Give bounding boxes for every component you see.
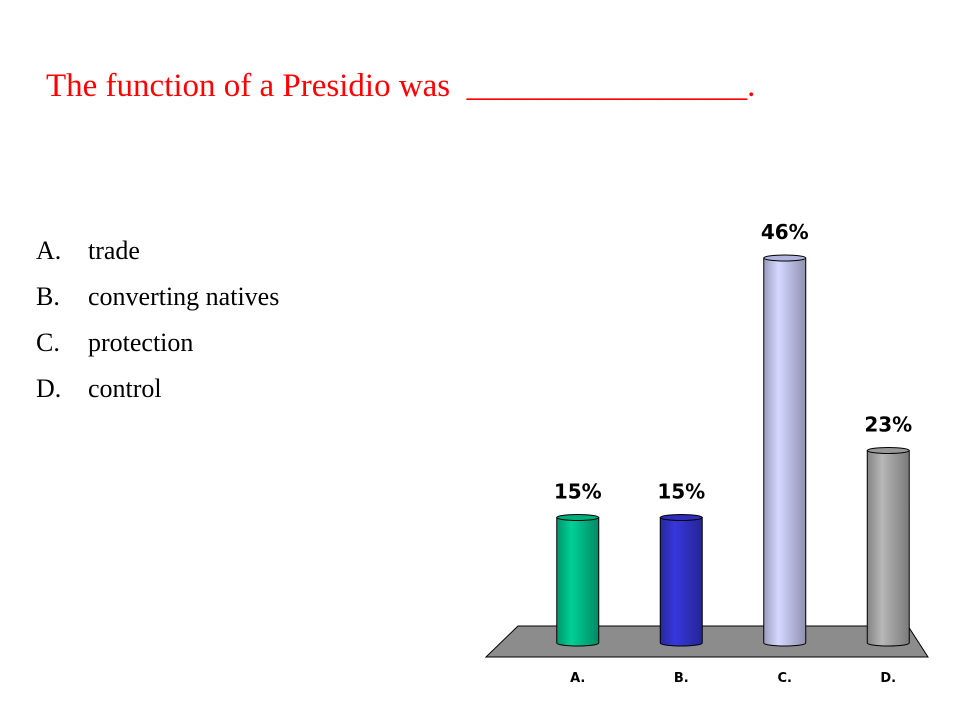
value-label: 23% <box>864 413 912 437</box>
category-label: B. <box>674 671 689 686</box>
category-label: D. <box>880 671 896 686</box>
chart-bars <box>556 254 910 647</box>
chart-floor <box>484 625 929 658</box>
answer-letter: B. <box>36 282 60 311</box>
answer-letter: C. <box>36 328 60 357</box>
bar-b <box>659 513 703 647</box>
value-label: 15% <box>657 479 705 503</box>
value-label: 46% <box>761 220 809 244</box>
answer-option-b: B. converting natives <box>36 274 279 320</box>
answer-text: protection <box>88 328 194 357</box>
bar-c <box>763 254 807 647</box>
bar-body <box>659 516 703 647</box>
bar-d <box>866 447 910 647</box>
bar-body <box>556 516 600 647</box>
answer-option-a: A. trade <box>36 228 279 274</box>
bar-body <box>763 257 807 647</box>
value-label: 15% <box>554 479 602 503</box>
response-bar-chart: 15% A. 15% B. 46% C. 23% D. <box>484 220 929 686</box>
bar-cap <box>659 513 703 521</box>
bar-cap <box>866 447 910 454</box>
answer-letter: A. <box>36 236 62 265</box>
bar-cap <box>763 254 807 262</box>
answer-text: converting natives <box>88 282 280 311</box>
bar-cap <box>556 513 600 521</box>
answer-text: control <box>88 374 162 403</box>
answer-list: A. trade B. converting natives C. protectio… <box>36 228 279 412</box>
answer-option-c: C. protection <box>36 320 279 366</box>
bar-a <box>556 513 600 647</box>
question-title: The function of a Presidio was _________… <box>46 68 756 104</box>
answer-letter: D. <box>36 374 62 403</box>
category-label: A. <box>570 671 585 686</box>
answer-text: trade <box>88 236 140 265</box>
category-label: C. <box>778 671 792 686</box>
chart-labels: 15% A. 15% B. 46% C. 23% D. <box>554 220 912 686</box>
bar-body <box>866 450 910 647</box>
answer-option-d: D. control <box>36 366 279 412</box>
